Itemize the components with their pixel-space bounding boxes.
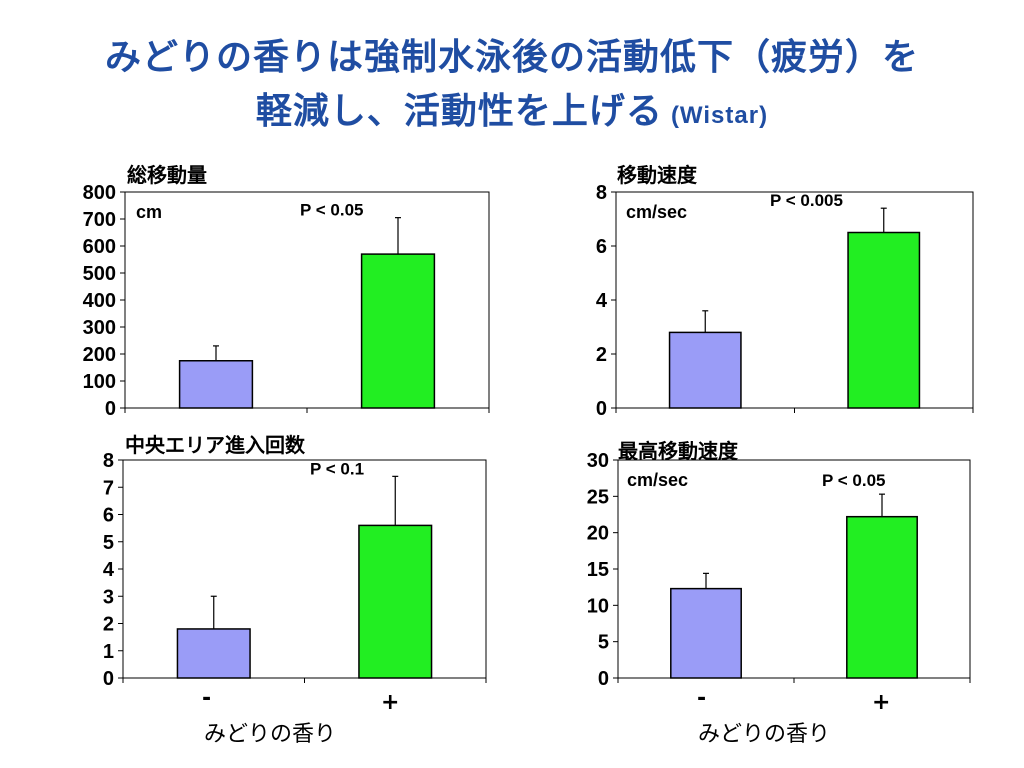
chart2-title: 移動速度 — [617, 163, 698, 187]
chart4-ytick-label: 10 — [587, 595, 609, 617]
chart1-unit-label: cm — [136, 202, 162, 222]
chart4-ytick-label: 25 — [587, 486, 609, 508]
chart3-ytick-label: 6 — [103, 505, 114, 527]
chart3-p-value: P < 0.1 — [310, 459, 364, 478]
slide-title-line1: みどりの香りは強制水泳後の活動低下（疲労）を — [104, 37, 919, 78]
chart1-ytick-label: 300 — [83, 317, 116, 339]
chart3-ytick-label: 1 — [103, 641, 114, 663]
chart1-bar-minus — [178, 360, 254, 409]
chart3-ytick-label: 3 — [103, 586, 114, 608]
x-axis-label-right: みどりの香り — [698, 722, 831, 747]
chart2-bar-plus — [847, 231, 921, 409]
chart1-p-value: P < 0.05 — [300, 201, 364, 220]
chart3-ytick-label: 2 — [103, 614, 114, 636]
chart1-ytick-label: 500 — [83, 263, 116, 285]
chart3-bar-plus — [358, 524, 433, 679]
chart2-unit-label: cm/sec — [626, 202, 687, 222]
chart4-ytick-label: 5 — [598, 632, 609, 654]
slide-title-line2: 軽減し、活動性を上げる (Wistar) — [0, 82, 1024, 134]
chart3-ytick-label: 7 — [103, 477, 114, 499]
chart1-ytick-label: 100 — [83, 371, 116, 393]
x-category-minus-left: - — [202, 686, 212, 711]
chart4-bar-minus — [670, 587, 742, 679]
chart2-ytick-label: 8 — [596, 182, 607, 204]
x-axis-label-left: みどりの香り — [204, 722, 337, 747]
chart3-ytick-label: 5 — [103, 532, 114, 554]
chart3-ytick-label: 4 — [103, 559, 115, 581]
chart1-ytick-label: 800 — [83, 182, 116, 204]
chart2-p-value: P < 0.005 — [770, 191, 843, 210]
chart3-ytick-label: 8 — [103, 450, 114, 472]
chart4-ytick-label: 15 — [587, 559, 609, 581]
slide-title-main: 軽減し、活動性を上げる — [255, 91, 663, 132]
chart1-ytick-label: 400 — [83, 290, 116, 312]
chart4-ytick-label: 0 — [598, 668, 609, 690]
chart2-ytick-label: 0 — [596, 398, 607, 420]
chart4-ytick-label: 30 — [587, 450, 609, 472]
chart4-title: 最高移動速度 — [618, 439, 739, 463]
slide-title-strain: (Wistar) — [670, 102, 769, 129]
chart2-ytick-label: 4 — [596, 290, 608, 312]
chart4-p-value: P < 0.05 — [822, 471, 886, 490]
x-category-plus-left: + — [381, 690, 400, 715]
chart2-bar-minus — [668, 331, 742, 409]
chart1-bar-plus — [360, 253, 436, 409]
chart1-ytick-label: 700 — [83, 209, 116, 231]
chart1-ytick-label: 0 — [105, 398, 116, 420]
chart4-unit-label: cm/sec — [627, 470, 688, 490]
chart1-ytick-label: 600 — [83, 236, 116, 258]
chart2-ytick-label: 2 — [596, 344, 607, 366]
chart3-ytick-label: 0 — [103, 668, 114, 690]
chart1-title: 総移動量 — [127, 163, 207, 187]
x-category-plus-right: + — [872, 690, 891, 715]
chart3-title: 中央エリア進入回数 — [125, 433, 306, 457]
chart3-bar-minus — [176, 628, 251, 679]
chart1-ytick-label: 200 — [83, 344, 116, 366]
chart4-ytick-label: 20 — [587, 523, 609, 545]
x-category-minus-right: - — [697, 686, 707, 711]
chart4-bar-plus — [846, 515, 918, 679]
chart2-ytick-label: 6 — [596, 236, 607, 258]
